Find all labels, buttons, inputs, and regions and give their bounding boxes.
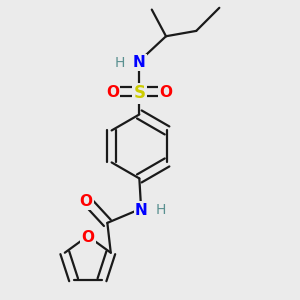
Text: H: H (115, 56, 125, 70)
Text: H: H (155, 203, 166, 217)
Text: S: S (133, 84, 145, 102)
Text: O: O (160, 85, 172, 100)
Text: O: O (81, 230, 94, 245)
Text: N: N (133, 55, 146, 70)
Text: O: O (106, 85, 119, 100)
Text: N: N (135, 203, 148, 218)
Text: O: O (80, 194, 92, 209)
